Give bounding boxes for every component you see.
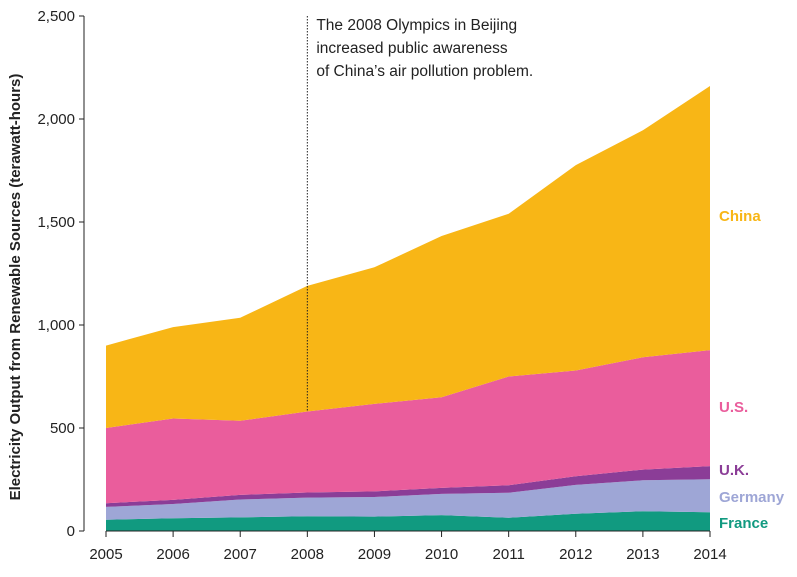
x-tick-label: 2012 xyxy=(559,546,592,563)
series-label-u-k: U.K. xyxy=(719,462,749,479)
series-label-france: France xyxy=(719,515,768,532)
y-tick-label: 0 xyxy=(67,523,75,540)
x-tick-label: 2011 xyxy=(493,546,525,563)
y-tick-label: 2,000 xyxy=(37,111,75,128)
annotation-line-1: The 2008 Olympics in Beijing xyxy=(316,17,517,34)
y-tick-label: 2,500 xyxy=(37,8,75,25)
area-u-s xyxy=(106,350,710,504)
axes: 0 500 1,000 1,500 2,000 2,500 2005 2006 2007 2008… xyxy=(37,8,726,563)
x-tick-label: 2006 xyxy=(156,546,189,563)
series-label-germany: Germany xyxy=(719,489,785,506)
area-germany xyxy=(106,479,710,520)
y-tick-label: 500 xyxy=(50,420,75,437)
annotation-line-3: of China’s air pollution problem. xyxy=(316,63,533,80)
series-labels: France Germany U.K. U.S. China xyxy=(719,208,785,532)
series-label-china: China xyxy=(719,208,761,225)
area-u-k xyxy=(106,466,710,507)
x-tick-label: 2014 xyxy=(693,546,726,563)
annotation: The 2008 Olympics in Beijing increased p… xyxy=(316,17,533,80)
area-france xyxy=(106,511,710,531)
annotation-line-2: increased public awareness xyxy=(316,40,508,57)
area-china xyxy=(106,86,710,428)
x-tick-label: 2008 xyxy=(291,546,324,563)
x-tick-label: 2013 xyxy=(626,546,659,563)
y-axis-label-group: Electricity Output from Renewable Source… xyxy=(7,74,24,501)
y-axis-label: Electricity Output from Renewable Source… xyxy=(7,74,24,501)
series-label-u-s: U.S. xyxy=(719,399,748,416)
series-areas xyxy=(106,86,710,531)
y-tick-label: 1,000 xyxy=(37,317,75,334)
x-tick-label: 2010 xyxy=(425,546,458,563)
y-tick-label: 1,500 xyxy=(37,214,75,231)
x-tick-label: 2009 xyxy=(358,546,391,563)
x-tick-label: 2005 xyxy=(89,546,122,563)
x-tick-label: 2007 xyxy=(224,546,257,563)
